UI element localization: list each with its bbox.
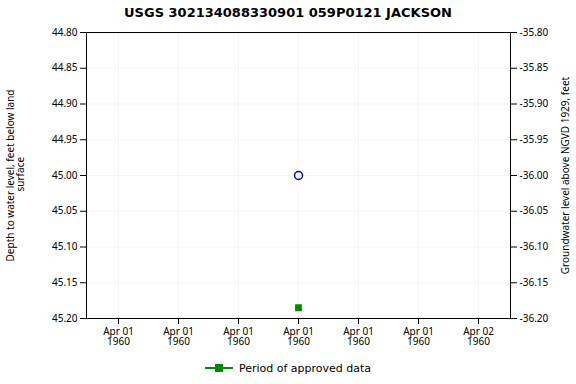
svg-text:-36.15: -36.15 [520,275,549,289]
svg-text:44.85: 44.85 [52,60,78,74]
svg-text:Apr 011960: Apr 011960 [283,324,314,348]
svg-text:Apr 011960: Apr 011960 [223,324,254,348]
svg-text:-36.00: -36.00 [520,168,549,182]
svg-text:Apr 011960: Apr 011960 [163,324,194,348]
svg-text:-36.20: -36.20 [520,311,549,325]
svg-text:Apr 021960: Apr 021960 [463,324,494,348]
html-text:USGS 302134088330901 059P0121: USGS 302134088330901 059P0121 JACKSON [124,5,452,20]
svg-text:-35.90: -35.90 [520,96,549,110]
svg-text:Apr 011960: Apr 011960 [343,324,374,348]
svg-text:45.10: 45.10 [52,239,78,253]
svg-text:Apr 011960: Apr 011960 [403,324,434,348]
svg-text:-35.95: -35.95 [520,132,549,146]
svg-text:45.15: 45.15 [52,275,78,289]
svg-text:45.20: 45.20 [52,311,78,325]
svg-text:Depth to water level, feet bel: Depth to water level, feet below land su… [3,90,27,262]
svg-text:44.95: 44.95 [52,132,78,146]
svg-text:44.90: 44.90 [52,96,78,110]
svg-text:Groundwater level above NGVD 1: Groundwater level above NGVD 1929, feet [558,76,572,274]
svg-text:45.05: 45.05 [52,203,78,217]
svg-text:-36.10: -36.10 [520,239,549,253]
svg-text:-35.85: -35.85 [520,60,549,74]
svg-text:-36.05: -36.05 [520,203,549,217]
svg-text:-35.80: -35.80 [520,25,549,39]
svg-text:44.80: 44.80 [52,25,78,39]
svg-text:Apr 011960: Apr 011960 [103,324,134,348]
html-text:Period of approved data: Period of approved data [238,361,372,375]
svg-text:45.00: 45.00 [52,168,78,182]
